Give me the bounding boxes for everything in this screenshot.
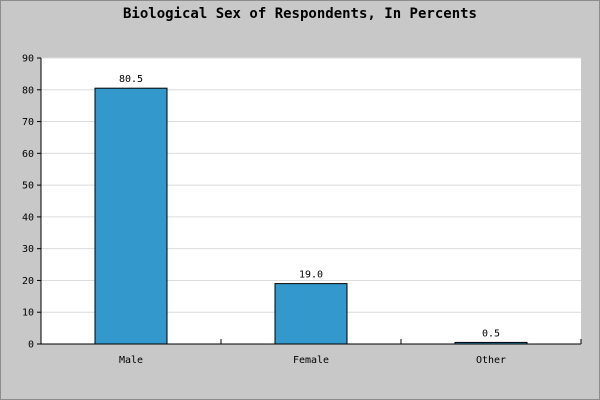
- chart-title: Biological Sex of Respondents, In Percen…: [123, 6, 477, 22]
- y-tick-label: 60: [22, 149, 34, 160]
- axes: [37, 57, 582, 345]
- y-tick-label: 90: [22, 54, 34, 65]
- y-tick-label: 30: [22, 244, 34, 255]
- y-tick-label: 20: [22, 276, 34, 287]
- x-tick-label: Female: [293, 355, 329, 366]
- tick-labels: 0 10 20 30 40 50 60 70 80 90 80.5 Male 19.0 Female 0.5…: [22, 54, 506, 367]
- y-tick-label: 0: [28, 340, 34, 351]
- x-tick-label: Other: [476, 355, 506, 366]
- y-tick-label: 40: [22, 212, 34, 223]
- data-label: 80.5: [119, 74, 143, 85]
- y-tick-label: 50: [22, 181, 34, 192]
- bars: [94, 87, 528, 345]
- data-label: 0.5: [482, 328, 500, 339]
- x-tick-label: Male: [119, 355, 143, 366]
- bar-male: [94, 87, 168, 345]
- y-tick-label: 70: [22, 117, 34, 128]
- bar-female: [274, 283, 348, 345]
- y-tick-label: 10: [22, 308, 34, 319]
- y-tick-label: 80: [22, 85, 34, 96]
- data-label: 19.0: [299, 270, 323, 281]
